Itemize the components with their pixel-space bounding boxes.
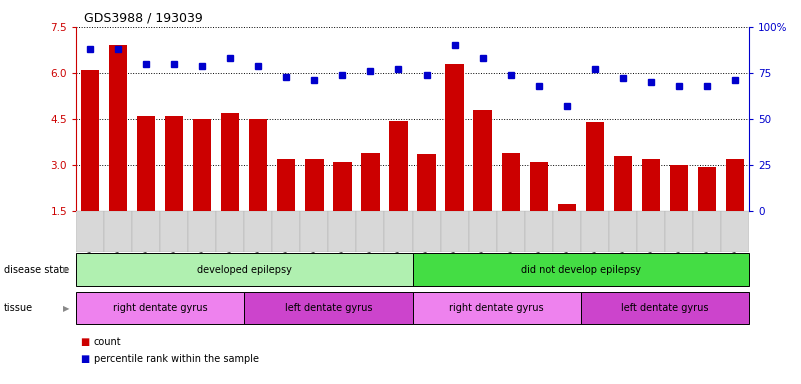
Bar	[160, 211, 188, 252]
Bar	[137, 116, 155, 211]
Bar	[132, 211, 160, 252]
Bar	[693, 211, 721, 252]
Bar	[609, 211, 637, 252]
Text: ■: ■	[80, 354, 90, 364]
Bar	[473, 110, 492, 211]
Bar	[333, 162, 352, 211]
Bar	[76, 292, 244, 324]
Bar	[557, 204, 576, 211]
Bar	[670, 165, 688, 211]
Bar	[525, 211, 553, 252]
Bar	[300, 211, 328, 252]
Bar	[614, 156, 632, 211]
Bar	[529, 162, 548, 211]
Bar	[193, 119, 211, 211]
Bar	[501, 153, 520, 211]
Bar	[328, 211, 356, 252]
Bar	[109, 45, 127, 211]
Bar	[441, 211, 469, 252]
Text: ■: ■	[80, 337, 90, 347]
Bar	[413, 253, 749, 286]
Bar	[361, 153, 380, 211]
Bar	[445, 64, 464, 211]
Text: left dentate gyrus: left dentate gyrus	[621, 303, 709, 313]
Bar	[413, 211, 441, 252]
Bar	[637, 211, 665, 252]
Bar	[413, 292, 581, 324]
Text: ▶: ▶	[63, 304, 70, 313]
Text: disease state: disease state	[4, 265, 69, 275]
Bar	[581, 292, 749, 324]
Bar	[81, 70, 99, 211]
Bar	[305, 159, 324, 211]
Text: count: count	[94, 337, 121, 347]
Bar	[249, 119, 268, 211]
Bar	[665, 211, 693, 252]
Bar	[721, 211, 749, 252]
Text: tissue: tissue	[4, 303, 33, 313]
Bar	[188, 211, 216, 252]
Bar	[553, 211, 581, 252]
Bar	[417, 154, 436, 211]
Bar	[726, 159, 744, 211]
Bar	[277, 159, 296, 211]
Bar	[469, 211, 497, 252]
Bar	[356, 211, 384, 252]
Bar	[384, 211, 413, 252]
Bar	[165, 116, 183, 211]
Text: GDS3988 / 193039: GDS3988 / 193039	[84, 12, 203, 25]
Text: percentile rank within the sample: percentile rank within the sample	[94, 354, 259, 364]
Bar	[497, 211, 525, 252]
Bar	[244, 292, 413, 324]
Bar	[581, 211, 609, 252]
Text: left dentate gyrus: left dentate gyrus	[284, 303, 372, 313]
Bar	[389, 121, 408, 211]
Text: did not develop epilepsy: did not develop epilepsy	[521, 265, 641, 275]
Bar	[586, 122, 604, 211]
Bar	[104, 211, 132, 252]
Bar	[216, 211, 244, 252]
Bar	[221, 113, 239, 211]
Bar	[76, 253, 413, 286]
Text: ▶: ▶	[63, 265, 70, 274]
Bar	[272, 211, 300, 252]
Text: right dentate gyrus: right dentate gyrus	[449, 303, 544, 313]
Bar	[698, 167, 716, 211]
Bar	[642, 159, 660, 211]
Bar	[244, 211, 272, 252]
Bar	[76, 211, 104, 252]
Text: right dentate gyrus: right dentate gyrus	[113, 303, 207, 313]
Text: developed epilepsy: developed epilepsy	[197, 265, 292, 275]
